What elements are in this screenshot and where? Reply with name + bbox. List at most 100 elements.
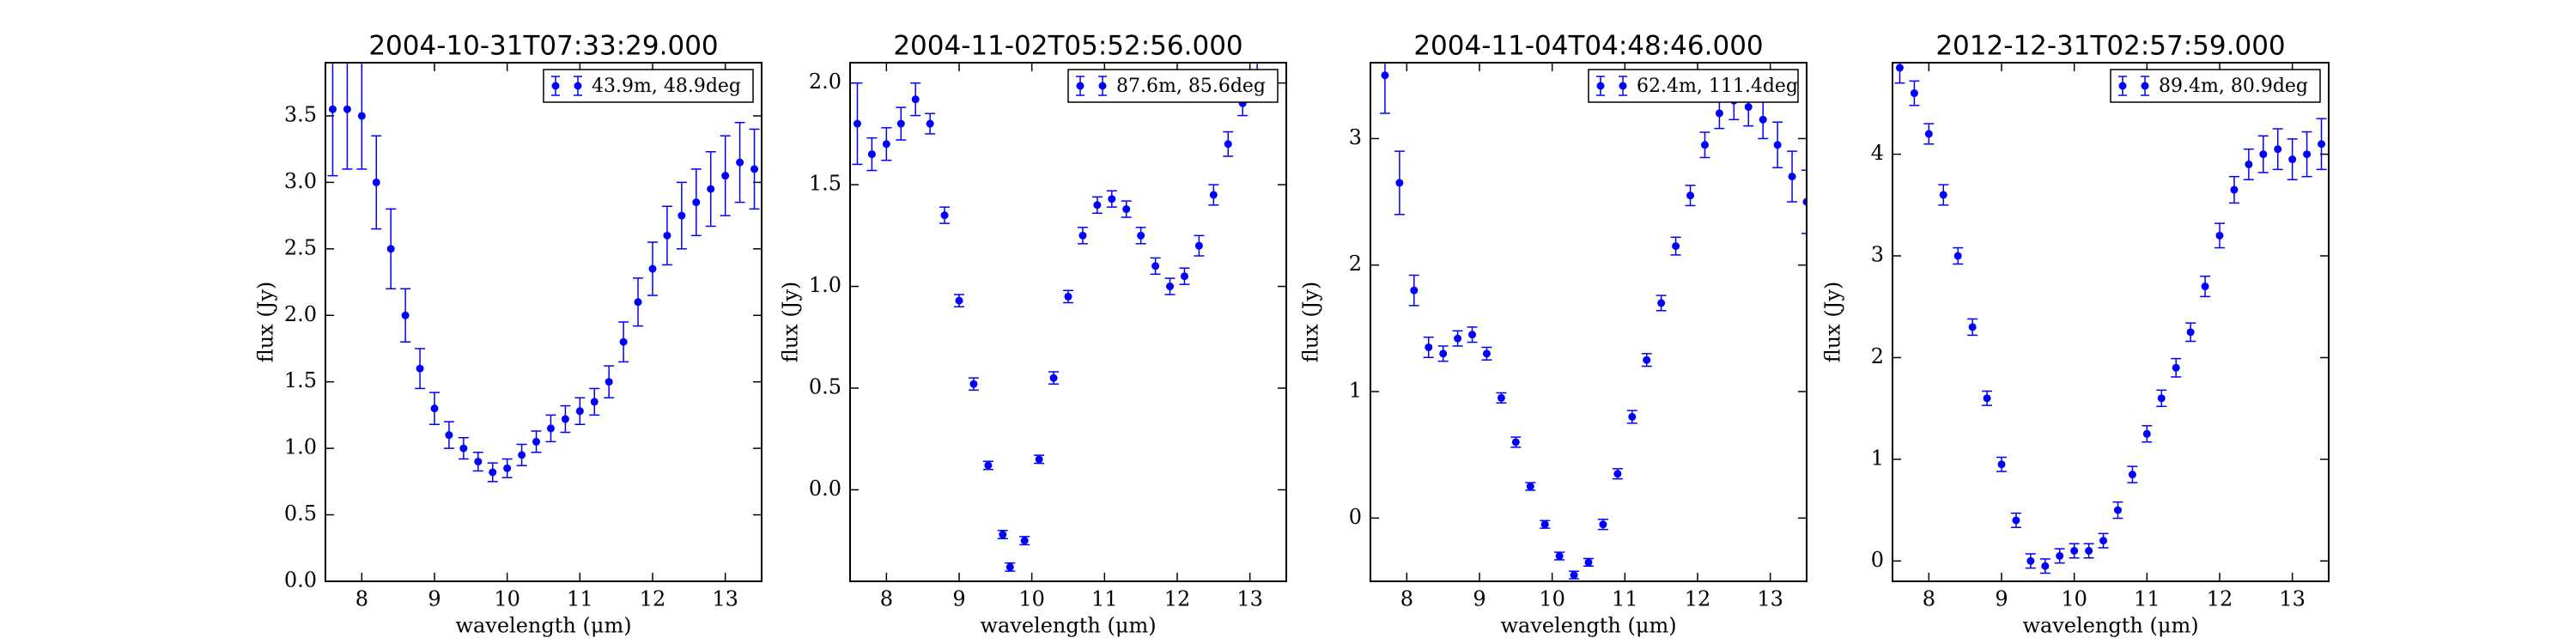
legend-swatch [2141, 82, 2149, 90]
data-point [707, 185, 715, 193]
data-point [663, 231, 671, 240]
y-tick-label: 3 [1871, 243, 1884, 267]
y-tick-label: 2.0 [284, 302, 317, 326]
data-point [401, 311, 410, 319]
data-point [926, 119, 934, 128]
legend-label: 89.4m, 80.9deg [2159, 76, 2308, 97]
data-point [882, 140, 890, 149]
x-axis-label: wavelength (μm) [455, 614, 631, 638]
x-tick-label: 9 [1995, 587, 2008, 611]
legend-swatch [1596, 82, 1605, 90]
data-point [1381, 71, 1389, 80]
x-tick-label: 9 [428, 587, 440, 611]
data-point [1643, 355, 1651, 364]
data-point [2157, 394, 2166, 403]
data-point [2113, 506, 2122, 514]
data-point [1194, 241, 1203, 250]
data-point [474, 458, 483, 466]
data-point [459, 444, 468, 453]
x-tick-label: 8 [1400, 587, 1413, 611]
y-axis-label: flux (Jy) [1821, 282, 1845, 363]
y-tick-label: 1.5 [284, 368, 317, 392]
data-point [940, 211, 949, 220]
plot-area [1379, 63, 1807, 580]
chart-title: 2004-10-31T07:33:29.000 [368, 31, 718, 62]
data-point [1540, 520, 1549, 529]
data-point [1035, 455, 1043, 464]
data-point [561, 415, 569, 423]
data-point [2041, 562, 2050, 570]
y-axis-label: flux (Jy) [1299, 282, 1323, 363]
x-axis-label: wavelength (μm) [1500, 614, 1676, 638]
data-point [1497, 393, 1505, 402]
data-point [1570, 571, 1578, 580]
data-point [1482, 349, 1491, 358]
data-point [1454, 334, 1462, 343]
data-point [2099, 537, 2108, 545]
data-point [1997, 460, 2006, 469]
data-point [984, 461, 993, 470]
data-point [2056, 551, 2064, 560]
data-point [1983, 394, 1991, 403]
y-tick-label: 0 [1349, 505, 1362, 529]
x-axis-label: wavelength (μm) [2022, 614, 2198, 638]
y-tick-label: 3.0 [284, 169, 317, 193]
data-point [1584, 558, 1593, 567]
x-tick-label: 13 [2279, 587, 2306, 611]
plot-area [327, 63, 760, 483]
data-point [1628, 412, 1637, 421]
data-point [2245, 160, 2253, 168]
y-tick-label: 0.0 [284, 568, 317, 592]
data-point [1599, 520, 1607, 529]
data-point [1439, 349, 1448, 358]
data-point [503, 464, 512, 472]
data-point [1788, 173, 1796, 181]
data-point [2186, 328, 2195, 337]
y-tick-label: 2.5 [284, 235, 317, 259]
data-point [1613, 470, 1622, 478]
chart-title: 2004-11-02T05:52:56.000 [893, 31, 1242, 62]
y-tick-label: 0.0 [809, 477, 841, 501]
data-point [750, 165, 759, 173]
data-point [896, 119, 905, 128]
data-point [416, 364, 424, 373]
panel: 2004-11-02T05:52:56.000 wavelength (μm) fl… [779, 31, 1287, 638]
x-tick-label: 9 [952, 587, 965, 611]
data-point [357, 112, 366, 120]
data-point [328, 105, 337, 113]
panel: 2012-12-31T02:57:59.000 wavelength (μm) fl… [1821, 31, 2330, 638]
data-point [1395, 179, 1404, 187]
data-point [1209, 191, 1218, 199]
y-tick-label: 4 [1871, 141, 1884, 165]
legend-swatch [1076, 82, 1084, 90]
data-point [1468, 331, 1477, 339]
x-tick-label: 11 [567, 587, 593, 611]
data-point [2142, 429, 2151, 438]
x-tick-label: 10 [494, 587, 520, 611]
data-point [2026, 556, 2035, 565]
y-tick-label: 3 [1349, 125, 1362, 149]
panel: 2004-10-31T07:33:29.000 wavelength (μm) fl… [254, 31, 762, 638]
y-axis-label: flux (Jy) [254, 282, 278, 363]
data-point [677, 211, 686, 220]
data-point [445, 431, 453, 440]
data-point [1526, 483, 1534, 491]
data-point [430, 404, 439, 413]
data-point [1715, 109, 1723, 118]
data-point [692, 198, 701, 207]
y-tick-label: 2 [1871, 344, 1884, 368]
data-point [1151, 262, 1160, 270]
data-point [1939, 191, 1947, 199]
x-tick-label: 11 [1612, 587, 1638, 611]
data-point [1686, 191, 1695, 200]
data-point [1108, 195, 1116, 204]
data-point [1672, 242, 1680, 251]
data-point [1005, 562, 1014, 571]
x-tick-label: 10 [1018, 587, 1045, 611]
axes-frame [849, 62, 1287, 582]
y-axis-label: flux (Jy) [779, 282, 803, 363]
data-point [955, 296, 963, 305]
data-point [1425, 343, 1433, 351]
x-tick-label: 12 [1164, 587, 1191, 611]
